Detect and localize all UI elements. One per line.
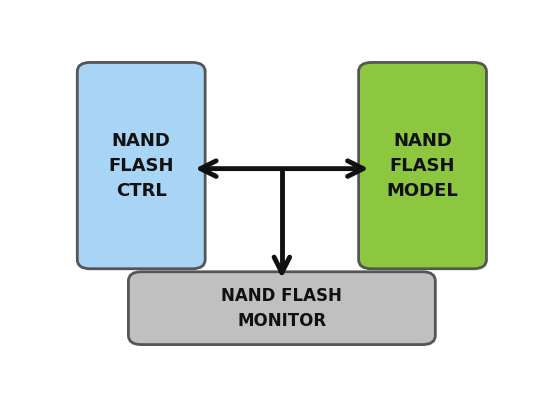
FancyBboxPatch shape	[129, 272, 436, 345]
Text: NAND
FLASH
CTRL: NAND FLASH CTRL	[108, 132, 174, 200]
FancyBboxPatch shape	[77, 63, 205, 269]
Text: NAND
FLASH
MODEL: NAND FLASH MODEL	[387, 132, 458, 200]
Text: NAND FLASH
MONITOR: NAND FLASH MONITOR	[222, 287, 342, 330]
FancyBboxPatch shape	[359, 63, 486, 269]
